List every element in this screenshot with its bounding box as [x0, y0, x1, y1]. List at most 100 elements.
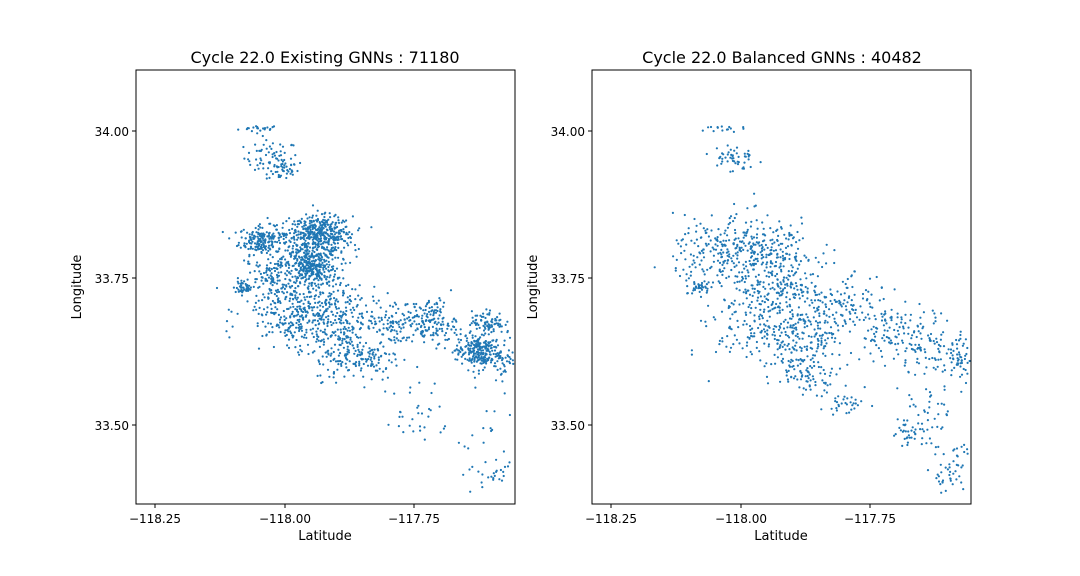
scatter-point — [380, 316, 383, 319]
scatter-point — [707, 380, 710, 383]
scatter-point — [298, 320, 301, 323]
scatter-point — [911, 426, 914, 429]
scatter-point — [675, 258, 678, 261]
scatter-point — [903, 437, 906, 440]
scatter-point — [802, 332, 805, 335]
scatter-point — [737, 155, 740, 158]
scatter-point — [759, 313, 762, 316]
scatter-point — [288, 239, 291, 242]
scatter-point — [275, 250, 278, 253]
scatter-point — [776, 239, 779, 242]
scatter-point — [843, 292, 846, 295]
scatter-point — [790, 281, 793, 284]
scatter-point — [307, 301, 310, 305]
scatter-point — [746, 336, 749, 339]
scatter-point — [814, 380, 817, 384]
scatter-point — [337, 354, 340, 357]
scatter-point — [291, 170, 294, 173]
scatter-point — [810, 281, 813, 284]
scatter-point — [404, 303, 407, 306]
scatter-point — [843, 319, 846, 322]
scatter-point — [265, 177, 268, 180]
scatter-point — [298, 256, 301, 259]
scatter-point — [263, 233, 266, 236]
scatter-point — [910, 337, 913, 340]
scatter-point — [311, 204, 315, 207]
scatter-point — [292, 264, 295, 267]
scatter-point — [254, 248, 257, 251]
scatter-point — [813, 285, 817, 288]
scatter-point — [906, 441, 910, 444]
scatter-point — [265, 139, 268, 142]
scatter-point — [457, 353, 460, 356]
scatter-point — [337, 238, 340, 241]
scatter-point — [747, 149, 750, 152]
scatter-point — [920, 422, 924, 425]
scatter-point — [415, 302, 418, 306]
scatter-point — [333, 226, 336, 229]
scatter-point — [733, 334, 736, 337]
scatter-point — [228, 336, 231, 339]
scatter-point — [753, 291, 756, 294]
scatter-point — [476, 322, 479, 325]
scatter-point — [327, 352, 330, 355]
scatter-point — [342, 257, 345, 260]
scatter-point — [337, 216, 340, 219]
scatter-point — [266, 311, 269, 314]
scatter-point — [917, 343, 921, 346]
scatter-point — [701, 129, 704, 132]
scatter-point — [385, 327, 388, 330]
scatter-point — [296, 300, 299, 304]
scatter-point — [428, 306, 431, 309]
scatter-point — [913, 437, 916, 440]
scatter-point — [723, 259, 727, 262]
scatter-point — [492, 330, 495, 333]
scatter-point — [402, 314, 406, 317]
scatter-point — [934, 453, 937, 456]
scatter-point — [751, 287, 754, 290]
scatter-point — [326, 350, 329, 353]
scatter-point — [791, 283, 794, 286]
scatter-point — [358, 362, 361, 365]
scatter-point — [288, 232, 292, 235]
scatter-point — [771, 300, 775, 304]
scatter-point — [898, 326, 901, 329]
scatter-point — [786, 344, 789, 347]
scatter-point — [308, 216, 311, 219]
scatter-point — [795, 271, 798, 274]
scatter-point — [397, 307, 400, 310]
scatter-point — [489, 347, 493, 350]
scatter-point — [732, 157, 735, 160]
scatter-point — [285, 172, 288, 175]
scatter-point — [362, 375, 365, 378]
scatter-point — [937, 358, 940, 361]
scatter-point — [339, 331, 343, 334]
scatter-point — [236, 280, 239, 283]
scatter-point — [331, 268, 334, 271]
scatter-point — [301, 242, 304, 245]
scatter-point — [343, 246, 346, 249]
scatter-point — [939, 358, 943, 361]
scatter-point — [241, 291, 244, 294]
scatter-point — [853, 270, 856, 273]
scatter-point — [828, 331, 831, 335]
scatter-point — [441, 320, 444, 323]
scatter-point — [776, 312, 779, 315]
y-tick-label: 34.00 — [551, 125, 585, 139]
scatter-point — [247, 247, 250, 251]
scatter-point — [790, 270, 794, 273]
scatter-point — [758, 317, 761, 321]
scatter-point — [779, 256, 782, 259]
scatter-point — [779, 322, 783, 325]
scatter-point — [426, 316, 429, 319]
scatter-point — [693, 242, 696, 245]
scatter-point — [787, 274, 790, 277]
scatter-point — [782, 265, 785, 268]
scatter-point — [288, 278, 291, 281]
scatter-point — [816, 347, 819, 350]
scatter-point — [371, 295, 375, 298]
scatter-point — [269, 269, 272, 272]
scatter-point — [439, 308, 442, 311]
scatter-point — [843, 299, 846, 302]
scatter-point — [745, 265, 748, 268]
